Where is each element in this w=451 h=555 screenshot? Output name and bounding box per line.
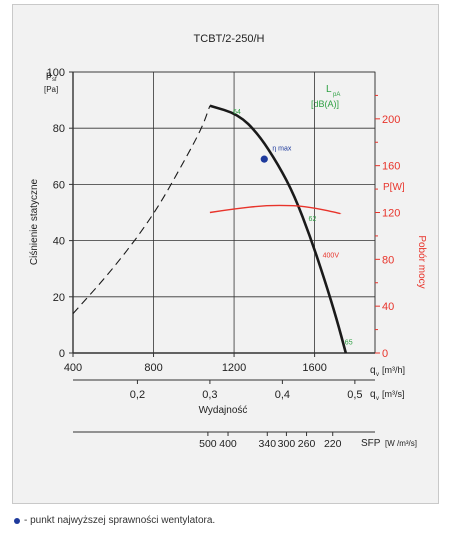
power-curve bbox=[209, 204, 341, 215]
noise-unit-symbol: L bbox=[326, 84, 332, 95]
x2-tick-label: 0,2 bbox=[130, 389, 145, 401]
y-tick-label: 40 bbox=[53, 236, 65, 248]
y-tick-label: 80 bbox=[53, 123, 65, 135]
y-unit-symbol: p bbox=[46, 70, 52, 81]
right-y-tick-label: 120 bbox=[382, 208, 400, 220]
x2-tick-label: 0,5 bbox=[347, 389, 362, 401]
sfp-tick-label: 340 bbox=[259, 438, 277, 450]
x2-unit-sub: v bbox=[376, 396, 379, 402]
x-tick-label: 400 bbox=[64, 362, 82, 374]
sfp-tick-label: 500 bbox=[199, 438, 217, 450]
annotation-label: 62 bbox=[309, 216, 317, 223]
right-y-tick-label: 80 bbox=[382, 254, 394, 266]
x-tick-label: 800 bbox=[144, 362, 162, 374]
sfp-unit: [W /m³/s] bbox=[385, 439, 417, 448]
y-unit-sub: sf bbox=[52, 77, 57, 83]
y-tick-label: 60 bbox=[53, 179, 65, 191]
sfp-tick-label: 260 bbox=[298, 438, 316, 450]
eta-legend-dot-icon bbox=[14, 517, 20, 524]
pressure-solid-curve bbox=[209, 104, 348, 354]
sfp-tick-label: 400 bbox=[219, 438, 237, 450]
annotation-label: 64 bbox=[233, 109, 241, 116]
x-unit: [m³/h] bbox=[382, 365, 405, 375]
plot-frame bbox=[72, 71, 376, 354]
chart-dynamic-layer: 0 20 40 60 80 100 400 800 1200 1600 0 40 80 120 160 200… bbox=[47, 67, 401, 450]
footnote: - punkt najwyższej sprawności wentylator… bbox=[14, 515, 215, 526]
sfp-label: SFP bbox=[361, 438, 381, 449]
y-axis-title: Ciśnienie statyczne bbox=[29, 178, 40, 265]
y-unit: [Pa] bbox=[44, 85, 58, 94]
chart-card bbox=[12, 4, 439, 504]
sfp-tick-label: 300 bbox=[278, 438, 296, 450]
x-unit-sub: v bbox=[376, 372, 379, 378]
power-unit: P[W] bbox=[383, 182, 405, 193]
x-axis-title: Wydajność bbox=[199, 405, 248, 416]
right-y-tick-label: 0 bbox=[382, 348, 388, 360]
x2-unit: [m³/s] bbox=[382, 389, 405, 399]
eta-max-point bbox=[260, 155, 268, 163]
x-tick-label: 1600 bbox=[302, 362, 326, 374]
annotation-label: 65 bbox=[345, 340, 353, 347]
x-unit-symbol: q bbox=[370, 365, 376, 376]
sfp-tick-label: 220 bbox=[324, 438, 342, 450]
annotation-label: η max bbox=[272, 146, 292, 153]
y-tick-label: 100 bbox=[47, 67, 65, 79]
x-tick-label: 1200 bbox=[222, 362, 246, 374]
noise-unit-sub: pA bbox=[333, 92, 340, 98]
right-axis-title: Pobór mocy bbox=[416, 235, 427, 288]
y-tick-label: 20 bbox=[53, 292, 65, 304]
right-y-tick-label: 40 bbox=[382, 301, 394, 313]
x2-tick-label: 0,4 bbox=[275, 389, 290, 401]
annotation-label: 400V bbox=[323, 252, 340, 259]
pressure-dashed-curve bbox=[72, 105, 211, 315]
right-y-tick-label: 200 bbox=[382, 114, 400, 126]
chart-title: TCBT/2-250/H bbox=[194, 33, 265, 45]
x2-tick-label: 0,3 bbox=[202, 389, 217, 401]
noise-unit: [dB(A)] bbox=[311, 99, 339, 109]
y-tick-label: 0 bbox=[59, 348, 65, 360]
footnote-text: - punkt najwyższej sprawności wentylator… bbox=[24, 515, 216, 526]
x2-unit-symbol: q bbox=[370, 389, 376, 400]
right-y-tick-label: 160 bbox=[382, 161, 400, 173]
